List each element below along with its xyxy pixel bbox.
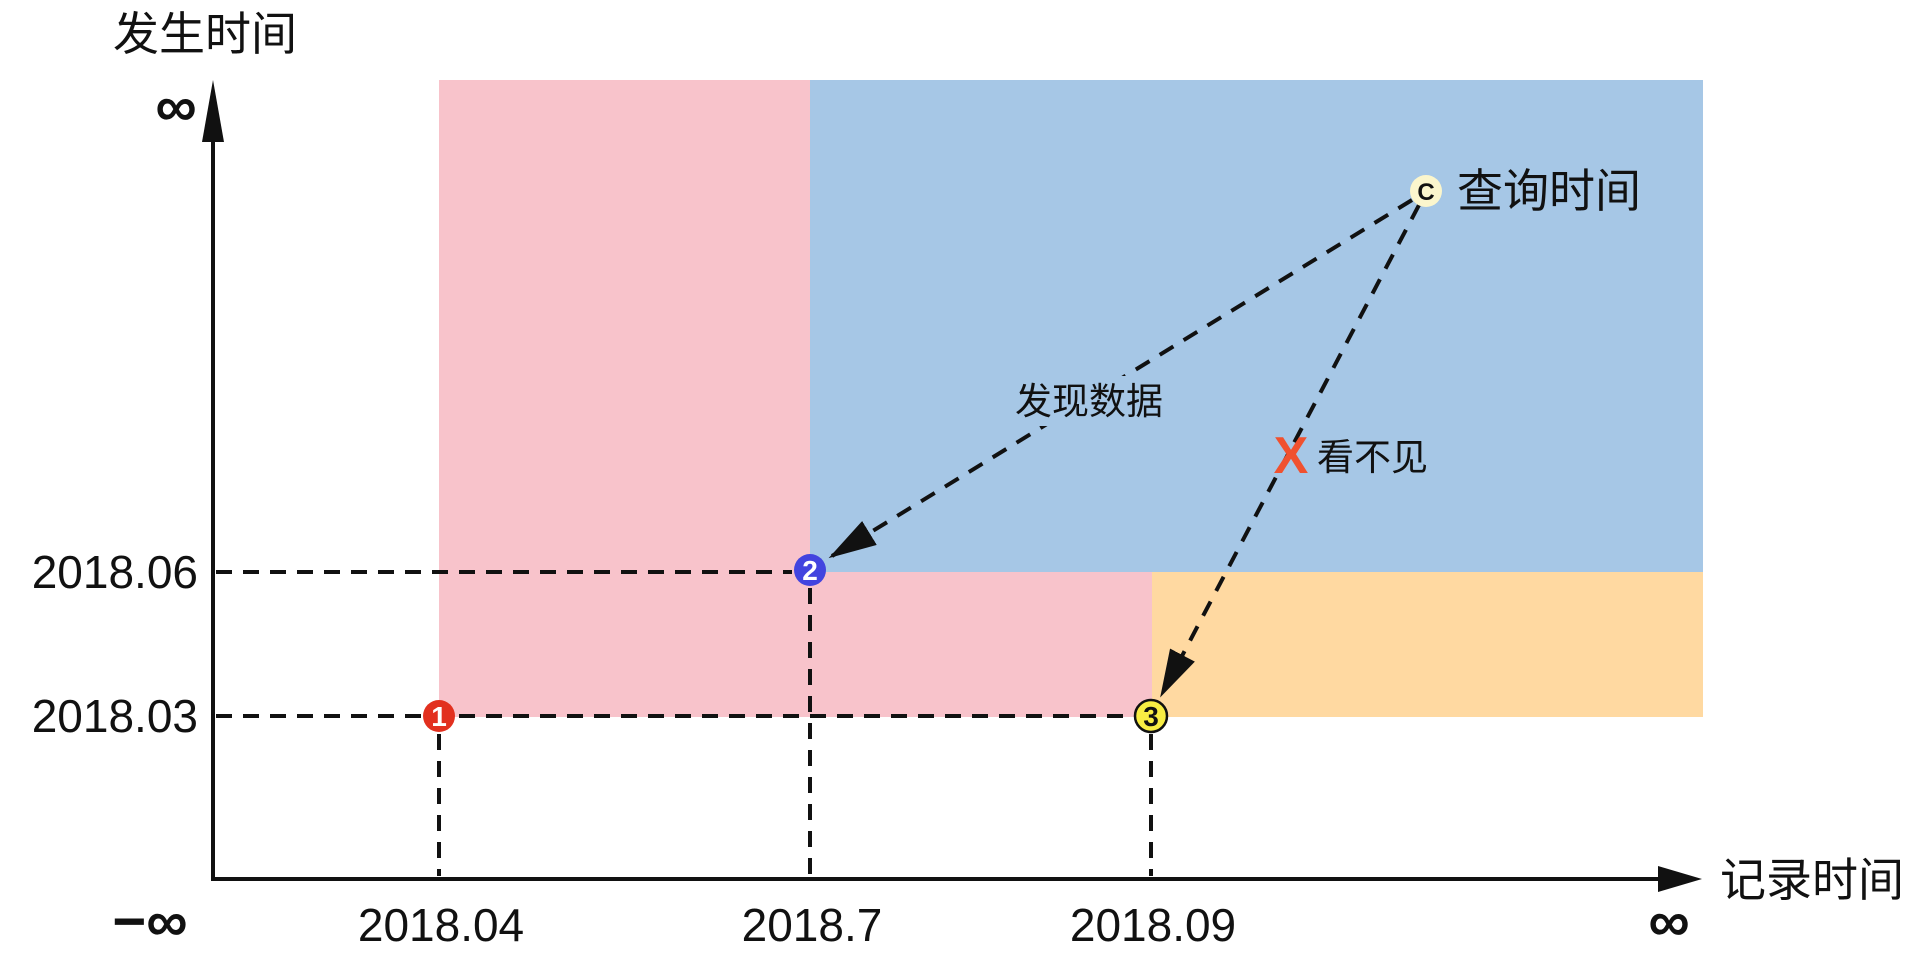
point-1-label: 1: [431, 701, 447, 732]
point-3-label: 3: [1143, 701, 1159, 732]
not-visible-annotation: 看不见: [1317, 437, 1428, 478]
x-tick-2018-09: 2018.09: [1070, 899, 1236, 951]
y-axis-arrow-icon: [202, 80, 224, 142]
y-tick-2018-03: 2018.03: [32, 690, 198, 742]
arrow-query-to-point3: [1160, 204, 1421, 698]
x-tick-2018-7: 2018.7: [742, 899, 883, 951]
orange-region: [1152, 572, 1703, 717]
x-tick-2018-04: 2018.04: [358, 899, 524, 951]
point-2-label: 2: [802, 555, 818, 586]
x-axis-arrow-icon: [1658, 866, 1702, 892]
y-axis-infinity-label: ∞: [155, 74, 196, 139]
point-2-marker: [794, 554, 826, 586]
point-1-marker: [423, 700, 455, 732]
y-axis-title: 发生时间: [113, 8, 297, 60]
query-point-label: C: [1417, 179, 1434, 206]
pink-region: [439, 80, 1152, 717]
x-tick-minus-infinity: −∞: [112, 889, 187, 954]
query-time-label: 查询时间: [1457, 165, 1641, 217]
x-axis-title: 记录时间: [1720, 854, 1904, 906]
blue-region: [810, 80, 1703, 572]
point-3-marker: [1133, 698, 1169, 734]
y-tick-2018-06: 2018.06: [32, 546, 198, 598]
query-point-marker: [1410, 175, 1442, 207]
discover-data-annotation: 发现数据: [1015, 381, 1163, 422]
x-mark-icon: X: [1274, 427, 1309, 485]
discover-data-label-background: [1001, 376, 1177, 426]
x-tick-infinity: ∞: [1648, 889, 1689, 954]
